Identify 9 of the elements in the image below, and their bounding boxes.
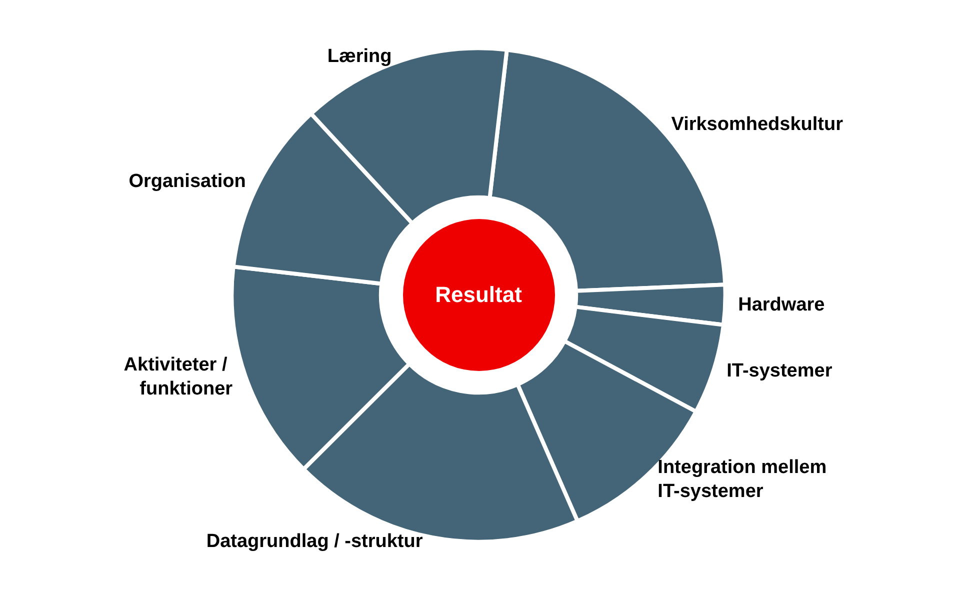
slice-label: Læring: [327, 46, 392, 68]
slice-label: Datagrundlag / -struktur: [206, 530, 424, 552]
slice-label: Integration mellem IT-systemer: [658, 456, 832, 502]
slice-label: Aktiviteter / funktioner: [124, 354, 234, 400]
slice-label: Hardware: [738, 294, 825, 316]
slice-label: Organisation: [128, 170, 246, 192]
center-circle: Resultat: [402, 219, 554, 371]
slice-label: Virksomhedskultur: [671, 114, 844, 135]
slice-label: IT-systemer: [726, 360, 833, 382]
